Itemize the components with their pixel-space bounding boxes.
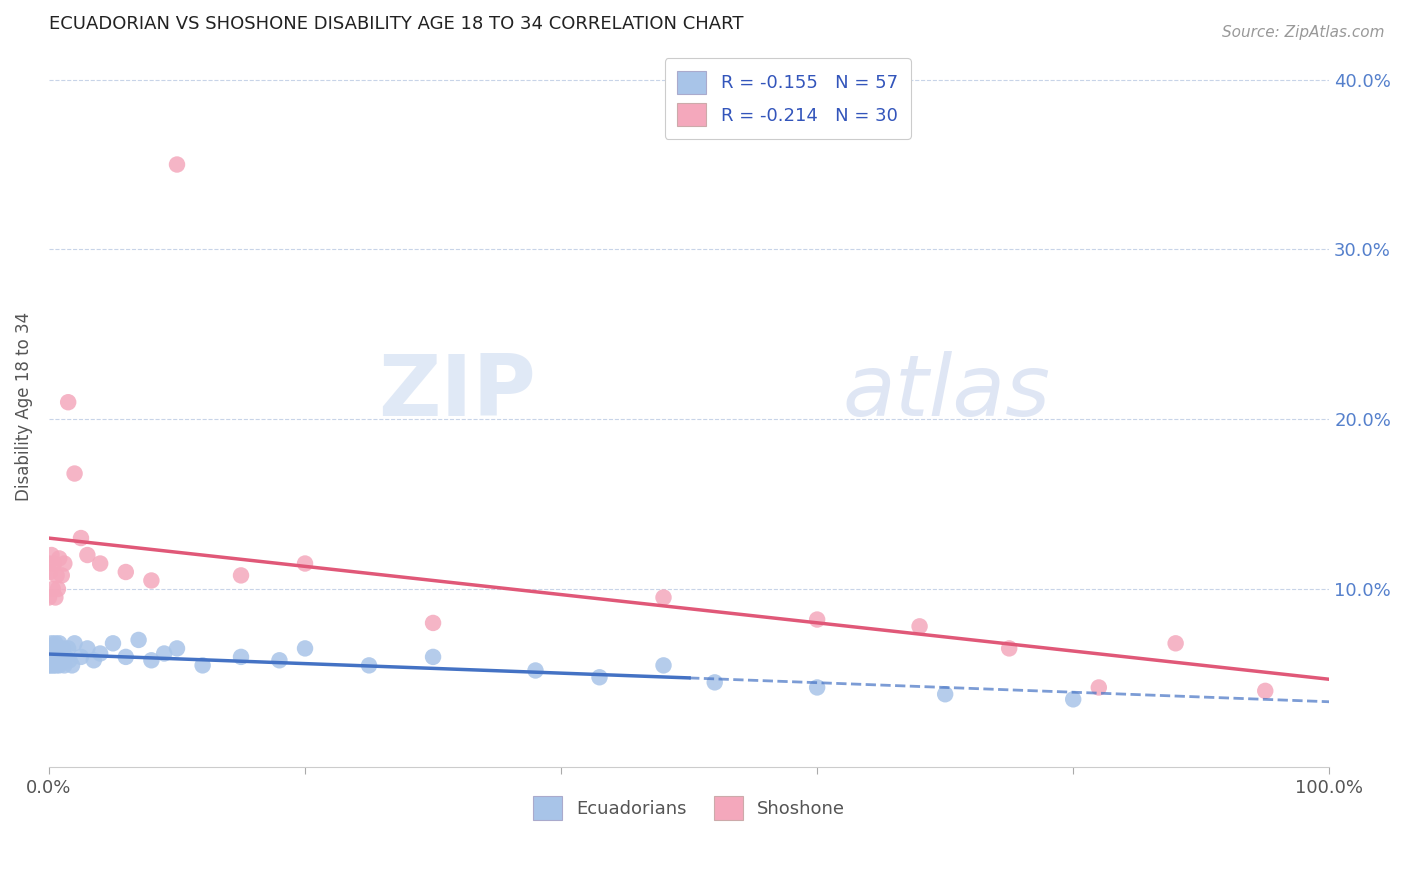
Point (46, 649, 69, 664)
Point (48, 636, 70, 650)
Point (1254, 684, 1277, 698)
Point (52, 641, 75, 656)
Point (76, 641, 98, 656)
Legend: Ecuadorians, Shoshone: Ecuadorians, Shoshone (526, 789, 852, 827)
Point (422, 649, 444, 664)
Point (1062, 692, 1084, 706)
Point (39, 641, 62, 656)
Point (39, 565, 62, 579)
Point (56, 395, 79, 409)
Point (703, 675, 725, 690)
Point (56, 641, 79, 656)
Point (41, 647, 63, 661)
Point (46, 582, 69, 596)
Text: atlas: atlas (842, 351, 1050, 434)
Point (588, 670, 610, 684)
Point (42, 582, 65, 596)
Point (44, 647, 66, 661)
Point (38, 647, 60, 661)
Point (39, 649, 62, 664)
Point (101, 636, 124, 650)
Point (652, 658, 675, 673)
Text: ECUADORIAN VS SHOSHONE DISABILITY AGE 18 TO 34 CORRELATION CHART: ECUADORIAN VS SHOSHONE DISABILITY AGE 18… (49, 15, 744, 33)
Point (42, 649, 65, 664)
Point (1088, 681, 1111, 695)
Point (908, 619, 931, 633)
Point (42, 653, 65, 667)
Point (166, 157, 188, 171)
Point (141, 653, 163, 667)
Point (38, 557, 60, 571)
Point (45, 649, 67, 664)
Point (58, 653, 80, 667)
Point (38, 658, 60, 673)
Point (51, 568, 73, 582)
Point (294, 641, 316, 656)
Point (48, 658, 70, 673)
Point (45, 568, 67, 582)
Point (38, 653, 60, 667)
Point (89, 647, 111, 661)
Point (51, 653, 73, 667)
Text: ZIP: ZIP (378, 351, 536, 434)
Point (44, 636, 66, 650)
Point (294, 557, 316, 571)
Point (83, 653, 105, 667)
Point (806, 613, 828, 627)
Point (63, 467, 86, 481)
Point (128, 632, 150, 647)
Point (45, 658, 67, 673)
Point (53, 557, 76, 571)
Point (76, 548, 98, 562)
Point (422, 615, 444, 630)
Point (41, 548, 63, 562)
Point (60, 658, 83, 673)
Point (55, 649, 77, 664)
Point (42, 649, 65, 664)
Point (1164, 636, 1187, 650)
Point (652, 591, 675, 605)
Point (42, 557, 65, 571)
Point (229, 568, 252, 582)
Point (42, 641, 65, 656)
Point (934, 687, 956, 701)
Point (38, 591, 60, 605)
Point (89, 557, 111, 571)
Point (39, 658, 62, 673)
Point (357, 658, 380, 673)
Point (41, 653, 63, 667)
Point (41, 636, 63, 650)
Point (229, 649, 252, 664)
Point (46, 641, 69, 656)
Point (806, 681, 828, 695)
Point (49, 647, 72, 661)
Point (166, 641, 188, 656)
Point (42, 658, 65, 673)
Point (48, 551, 70, 566)
Point (63, 636, 86, 650)
Point (70, 649, 93, 664)
Point (42, 658, 65, 673)
Point (141, 574, 163, 588)
Y-axis label: Disability Age 18 to 34: Disability Age 18 to 34 (15, 312, 32, 501)
Point (524, 664, 547, 678)
Point (998, 641, 1021, 656)
Point (191, 658, 214, 673)
Point (44, 653, 66, 667)
Text: Source: ZipAtlas.com: Source: ZipAtlas.com (1222, 25, 1385, 40)
Point (53, 658, 76, 673)
Point (51, 649, 73, 664)
Point (44, 591, 66, 605)
Point (70, 531, 93, 545)
Point (114, 649, 136, 664)
Point (114, 565, 136, 579)
Point (269, 653, 291, 667)
Point (153, 647, 176, 661)
